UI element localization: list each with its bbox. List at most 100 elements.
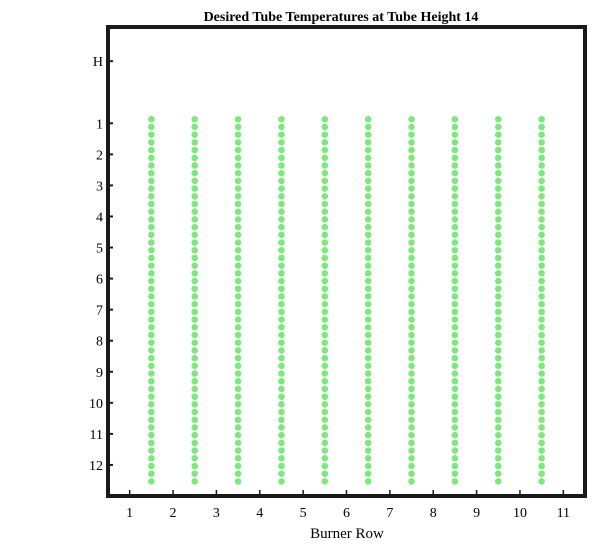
tube-marker-col10-23 <box>538 285 545 293</box>
tube-marker-col3-18 <box>234 246 242 254</box>
tube-marker-col6-4 <box>364 139 372 146</box>
tube-marker-col1-12 <box>148 200 155 208</box>
tube-marker-col3-4 <box>234 139 242 146</box>
tube-marker-col8-8 <box>451 169 459 177</box>
tube-marker-col6-22 <box>364 277 372 285</box>
tube-marker-col9-28 <box>494 323 502 331</box>
tube-marker-col3-15 <box>234 223 242 231</box>
tube-marker-col6-33 <box>364 362 372 370</box>
tube-marker-col6-40 <box>364 416 372 424</box>
tube-marker-col8-4 <box>451 139 459 146</box>
tube-marker-col3-13 <box>234 208 242 216</box>
tube-marker-col9-14 <box>494 216 502 223</box>
tube-marker-col1-45 <box>148 454 155 462</box>
tube-marker-col9-19 <box>494 254 502 262</box>
tube-marker-col2-47 <box>191 470 199 477</box>
tube-marker-col5-15 <box>321 223 329 231</box>
tube-marker-col3-5 <box>234 146 242 154</box>
tube-marker-col7-33 <box>408 362 415 370</box>
tube-marker-col8-47 <box>451 470 459 477</box>
tube-marker-col5-43 <box>321 439 329 447</box>
tube-marker-col10-24 <box>538 293 545 300</box>
tube-marker-col6-10 <box>364 185 372 192</box>
tube-marker-col9-33 <box>494 362 502 370</box>
tube-marker-col7-46 <box>408 462 415 470</box>
tube-marker-col9-15 <box>494 223 502 231</box>
tube-marker-col8-29 <box>451 331 459 339</box>
tube-marker-col6-31 <box>364 347 372 354</box>
tube-marker-col10-39 <box>538 408 545 416</box>
tube-marker-col5-44 <box>321 447 329 454</box>
tube-marker-col7-1 <box>408 115 415 123</box>
tube-marker-col2-15 <box>191 223 199 231</box>
tube-marker-col4-40 <box>278 416 285 424</box>
tube-marker-col8-23 <box>451 285 459 293</box>
tube-marker-col8-35 <box>451 377 459 385</box>
tube-marker-col9-35 <box>494 377 502 385</box>
tube-marker-col5-32 <box>321 354 329 362</box>
tube-marker-col6-25 <box>364 300 372 308</box>
y-tick-label: 1 <box>96 117 103 132</box>
tube-marker-col2-48 <box>191 478 199 485</box>
tube-marker-col9-8 <box>494 169 502 177</box>
tube-marker-col7-12 <box>408 200 415 208</box>
tube-marker-col7-48 <box>408 478 415 485</box>
y-tick-label: 7 <box>96 304 103 319</box>
tube-marker-col9-40 <box>494 416 502 424</box>
tube-marker-col7-3 <box>408 131 415 138</box>
tube-marker-col10-22 <box>538 277 545 285</box>
x-tick-label: 11 <box>557 506 570 521</box>
tube-marker-col5-25 <box>321 300 329 308</box>
tube-marker-col4-12 <box>278 200 285 208</box>
tube-marker-col2-22 <box>191 277 199 285</box>
tube-marker-col2-30 <box>191 339 199 347</box>
tube-marker-col10-11 <box>538 193 545 200</box>
y-tick-label: H <box>93 55 103 70</box>
tube-marker-col5-35 <box>321 377 329 385</box>
tube-marker-col3-38 <box>234 401 242 408</box>
tube-marker-col2-24 <box>191 293 199 300</box>
tube-marker-col6-11 <box>364 193 372 200</box>
tube-marker-col7-39 <box>408 408 415 416</box>
tube-marker-col9-4 <box>494 139 502 146</box>
tube-marker-col2-14 <box>191 216 199 223</box>
tube-marker-col5-6 <box>321 154 329 162</box>
tube-marker-col6-45 <box>364 454 372 462</box>
tube-marker-col10-15 <box>538 223 545 231</box>
tube-marker-col3-33 <box>234 362 242 370</box>
tube-marker-col2-2 <box>191 123 199 131</box>
tube-marker-col4-16 <box>278 231 285 239</box>
tube-marker-col4-18 <box>278 246 285 254</box>
tube-marker-col1-19 <box>148 254 155 262</box>
tube-marker-col5-8 <box>321 169 329 177</box>
tube-marker-col4-23 <box>278 285 285 293</box>
tube-marker-col4-6 <box>278 154 285 162</box>
tube-marker-col2-6 <box>191 154 199 162</box>
tube-marker-col1-39 <box>148 408 155 416</box>
tube-marker-col8-24 <box>451 293 459 300</box>
tube-marker-col5-30 <box>321 339 329 347</box>
tube-marker-col3-39 <box>234 408 242 416</box>
tube-marker-col8-43 <box>451 439 459 447</box>
tube-marker-col8-46 <box>451 462 459 470</box>
tube-marker-col7-41 <box>408 424 415 431</box>
tube-marker-col9-39 <box>494 408 502 416</box>
tube-marker-col7-43 <box>408 439 415 447</box>
tube-marker-col5-12 <box>321 200 329 208</box>
tube-marker-col6-8 <box>364 169 372 177</box>
tube-marker-col10-19 <box>538 254 545 262</box>
tube-marker-col5-34 <box>321 370 329 377</box>
tube-marker-col5-22 <box>321 277 329 285</box>
tube-marker-col1-43 <box>148 439 155 447</box>
tube-marker-col8-44 <box>451 447 459 454</box>
tube-marker-col5-33 <box>321 362 329 370</box>
tube-marker-col7-21 <box>408 270 415 277</box>
tube-marker-col7-5 <box>408 146 415 154</box>
tube-marker-col9-34 <box>494 370 502 377</box>
tube-marker-col10-26 <box>538 308 545 316</box>
tube-marker-col2-38 <box>191 401 199 408</box>
y-tick-label: 9 <box>96 366 103 381</box>
tube-marker-col8-38 <box>451 401 459 408</box>
tube-marker-col9-45 <box>494 454 502 462</box>
tube-marker-col8-17 <box>451 239 459 246</box>
